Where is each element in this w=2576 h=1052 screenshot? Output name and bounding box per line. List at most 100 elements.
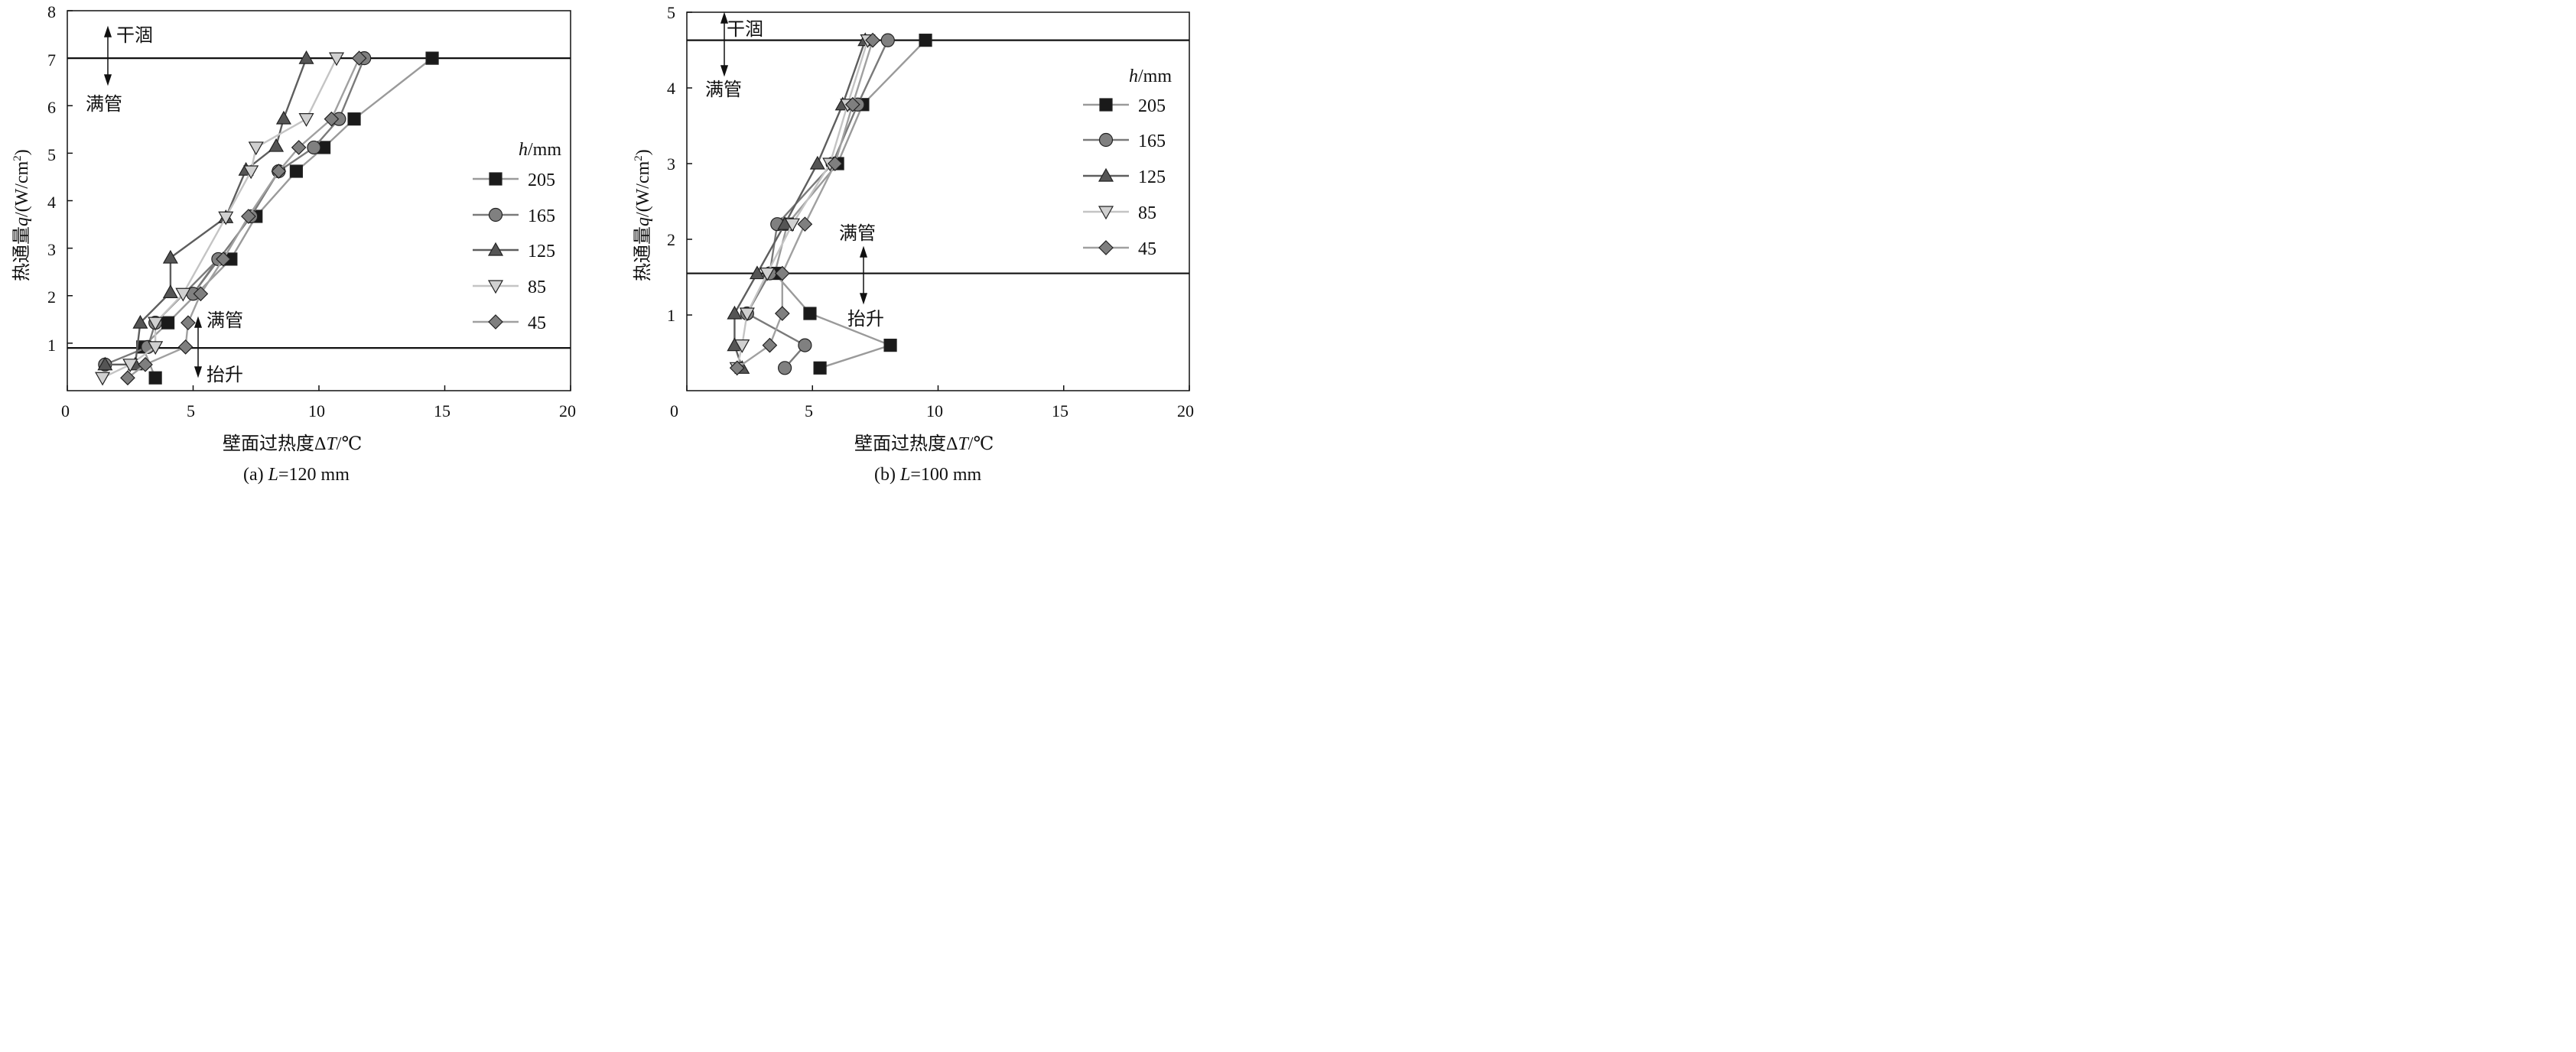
ticks-b (686, 11, 1190, 391)
point-205 (347, 112, 361, 126)
point-45 (120, 370, 135, 386)
y-tick-label-a-8: 8 (47, 2, 56, 21)
y-tick-label-b-1: 1 (667, 306, 675, 325)
y-axis-label-a: 热通量q/(W/cm2) (11, 149, 32, 281)
point-85 (734, 339, 750, 353)
x-tick-label-b-0: 0 (670, 401, 678, 420)
legend-title-b: h/mm (1129, 67, 1172, 86)
point-165 (798, 338, 812, 352)
point-45 (774, 265, 790, 281)
point-45 (865, 32, 880, 48)
point-45 (827, 156, 843, 171)
legend-marker-45 (488, 314, 503, 330)
y-tick-label-b-3: 3 (667, 154, 675, 174)
legend-label-b-205: 205 (1138, 96, 1166, 116)
point-125 (97, 356, 113, 371)
point-45 (241, 209, 256, 224)
point-85 (218, 211, 234, 226)
legend-label-b-45: 45 (1138, 239, 1156, 259)
point-85 (329, 52, 345, 67)
legend-a (473, 172, 519, 330)
y-tick-label-b-5: 5 (667, 3, 675, 22)
point-45 (291, 140, 307, 155)
point-85 (175, 287, 191, 302)
x-tick-label-b-15: 15 (1052, 401, 1068, 420)
series-line-165 (746, 40, 889, 369)
caption-b: (b) L=100 mm (874, 465, 982, 485)
annotation-full-upper-b: 满管 (705, 80, 742, 100)
y-tick-label-b-2: 2 (667, 230, 675, 249)
point-45 (844, 96, 860, 112)
point-45 (138, 356, 153, 372)
point-85 (759, 267, 776, 281)
legend-marker-85 (1098, 206, 1114, 220)
legend-marker-165 (1098, 132, 1114, 148)
y-tick-label-a-6: 6 (47, 98, 56, 117)
point-85 (148, 317, 164, 331)
x-axis-label-a: 壁面过热度ΔT/℃ (223, 433, 362, 454)
panel-b: 0 5 10 15 20 1 2 3 4 5 壁面过热度ΔT/℃ 热通量q/(W… (633, 3, 1194, 485)
annotation-lift-a: 抬升 (207, 365, 243, 385)
plot-frame-b (686, 11, 1190, 391)
ticks-a (67, 10, 571, 391)
point-125 (749, 265, 766, 280)
point-45 (729, 360, 745, 376)
series-line-205 (773, 39, 926, 369)
point-85 (243, 165, 259, 180)
legend-label-a-125: 125 (528, 242, 555, 261)
arrow-upper-b (720, 11, 729, 77)
y-tick-label-a-4: 4 (47, 193, 56, 212)
point-205 (803, 307, 817, 320)
x-tick-label-a-0: 0 (61, 401, 70, 420)
point-125 (275, 110, 291, 125)
point-125 (268, 138, 285, 152)
point-45 (216, 252, 231, 267)
annotation-lift-b: 抬升 (847, 309, 884, 330)
point-205 (289, 164, 303, 178)
series-line-125 (733, 40, 867, 369)
point-125 (162, 284, 178, 299)
point-45 (181, 315, 196, 331)
point-85 (248, 141, 264, 156)
legend-title-a: h/mm (519, 140, 561, 160)
point-45 (797, 216, 813, 232)
legend-label-a-45: 45 (528, 313, 546, 333)
point-45 (351, 50, 367, 66)
point-205 (813, 361, 827, 375)
point-125 (727, 305, 743, 320)
point-125 (162, 249, 178, 264)
y-tick-label-b-4: 4 (667, 79, 675, 98)
point-205 (161, 316, 175, 330)
point-205 (919, 34, 932, 47)
legend-b (1083, 98, 1129, 255)
legend-label-b-125: 125 (1138, 167, 1166, 187)
point-45 (177, 339, 194, 355)
x-tick-label-a-15: 15 (434, 401, 450, 420)
point-45 (774, 306, 790, 321)
x-tick-label-a-10: 10 (308, 401, 325, 420)
legend-marker-205 (489, 172, 503, 186)
annotation-full-lower-a: 满管 (207, 310, 243, 331)
y-tick-label-a-3: 3 (47, 240, 56, 259)
point-125 (298, 50, 314, 64)
point-205 (883, 339, 897, 352)
annotation-full-upper-a: 满管 (86, 94, 122, 115)
figure: 0 5 10 15 20 1 2 3 4 5 6 7 8 壁面过热度ΔT/℃ 热… (11, 2, 1194, 485)
x-axis-label-b: 壁面过热度ΔT/℃ (854, 433, 994, 454)
point-125 (132, 314, 148, 329)
legend-marker-125 (1098, 167, 1114, 182)
point-45 (271, 164, 287, 179)
series-line-85 (102, 57, 338, 379)
y-tick-label-a-1: 1 (47, 336, 56, 355)
legend-label-b-85: 85 (1138, 203, 1156, 223)
x-tick-label-b-5: 5 (805, 401, 813, 420)
point-85 (739, 307, 755, 322)
point-205 (148, 371, 162, 385)
point-205 (425, 51, 439, 65)
hlines-b (687, 39, 1189, 274)
plot-frame-a (67, 10, 571, 391)
legend-marker-205 (1099, 98, 1113, 112)
point-165 (880, 33, 895, 47)
panel-a: 0 5 10 15 20 1 2 3 4 5 6 7 8 壁面过热度ΔT/℃ 热… (11, 2, 576, 485)
point-45 (193, 286, 209, 302)
